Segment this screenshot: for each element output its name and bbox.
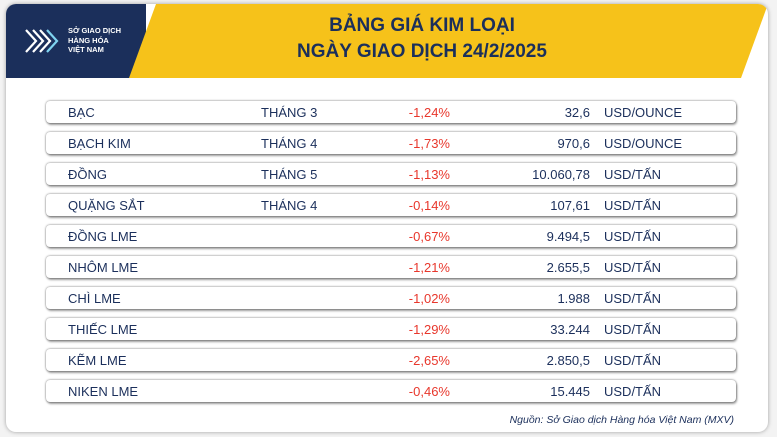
title-line-2: NGÀY GIAO DỊCH 24/2/2025 bbox=[297, 41, 547, 62]
price-unit: USD/TẤN bbox=[604, 229, 662, 244]
price-unit: USD/TẤN bbox=[604, 291, 662, 306]
price-board-panel: SỞ GIAO DỊCH HÀNG HÓA VIỆT NAM BẢNG GIÁ … bbox=[6, 4, 768, 432]
mxv-logo-icon bbox=[25, 29, 59, 53]
table-row: THIẾC LME -1,29% 33.244 USD/TẤN bbox=[46, 318, 736, 340]
org-name: SỞ GIAO DỊCH HÀNG HÓA VIỆT NAM bbox=[68, 26, 121, 55]
price-unit: USD/TẤN bbox=[604, 260, 662, 275]
mxv-logo: SỞ GIAO DỊCH HÀNG HÓA VIỆT NAM bbox=[22, 22, 140, 62]
metal-name: BẠC bbox=[68, 105, 95, 120]
page-title: BẢNG GIÁ KIM LOẠI NGÀY GIAO DỊCH 24/2/20… bbox=[6, 13, 768, 65]
metal-name: NIKEN LME bbox=[68, 384, 139, 399]
metal-name: ĐỒNG bbox=[68, 167, 107, 182]
price-value: 107,61 bbox=[550, 198, 590, 213]
price-change: -1,73% bbox=[408, 136, 450, 151]
price-value: 32,6 bbox=[564, 105, 590, 120]
price-change: -2,65% bbox=[408, 353, 450, 368]
price-change: -0,14% bbox=[408, 198, 450, 213]
org-name-line: VIỆT NAM bbox=[68, 45, 104, 54]
metal-name: CHÌ LME bbox=[68, 291, 121, 306]
contract-month: THÁNG 4 bbox=[261, 136, 318, 151]
org-name-line: SỞ GIAO DỊCH bbox=[68, 26, 122, 35]
table-row: KẼM LME -2,65% 2.850,5 USD/TẤN bbox=[46, 349, 736, 371]
metal-name: KẼM LME bbox=[68, 353, 127, 368]
table-row: ĐỒNG THÁNG 5 -1,13% 10.060,78 USD/TẤN bbox=[46, 163, 736, 185]
price-unit: USD/TẤN bbox=[604, 198, 662, 213]
contract-month: THÁNG 3 bbox=[261, 105, 318, 120]
price-change: -1,02% bbox=[408, 291, 450, 306]
table-row: BẠCH KIM THÁNG 4 -1,73% 970,6 USD/OUNCE bbox=[46, 132, 736, 154]
metal-name: THIẾC LME bbox=[68, 322, 138, 337]
price-table: BẠC THÁNG 3 -1,24% 32,6 USD/OUNCE BẠCH K… bbox=[46, 101, 736, 411]
price-value: 33.244 bbox=[550, 322, 590, 337]
metal-name: BẠCH KIM bbox=[68, 136, 131, 151]
table-row: ĐỒNG LME -0,67% 9.494,5 USD/TẤN bbox=[46, 225, 736, 247]
price-value: 15.445 bbox=[550, 384, 590, 399]
contract-month: THÁNG 5 bbox=[261, 167, 318, 182]
price-value: 10.060,78 bbox=[532, 167, 590, 182]
header-yellow-band bbox=[129, 4, 768, 78]
price-value: 9.494,5 bbox=[546, 229, 590, 244]
price-unit: USD/TẤN bbox=[604, 167, 662, 182]
title-line-1: BẢNG GIÁ KIM LOẠI bbox=[329, 15, 515, 36]
table-row: BẠC THÁNG 3 -1,24% 32,6 USD/OUNCE bbox=[46, 101, 736, 123]
price-unit: USD/TẤN bbox=[604, 322, 662, 337]
table-row: CHÌ LME -1,02% 1.988 USD/TẤN bbox=[46, 287, 736, 309]
price-unit: USD/TẤN bbox=[604, 384, 662, 399]
price-value: 2.655,5 bbox=[546, 260, 590, 275]
source-note: Nguồn: Sở Giao dịch Hàng hóa Việt Nam (M… bbox=[509, 414, 734, 426]
metal-name: NHÔM LME bbox=[68, 260, 139, 275]
contract-month: THÁNG 4 bbox=[261, 198, 318, 213]
metal-name: QUẶNG SẮT bbox=[68, 198, 145, 213]
metal-name: ĐỒNG LME bbox=[68, 229, 138, 244]
price-value: 1.988 bbox=[557, 291, 590, 306]
table-row: NIKEN LME -0,46% 15.445 USD/TẤN bbox=[46, 380, 736, 402]
price-unit: USD/OUNCE bbox=[604, 136, 683, 151]
org-name-line: HÀNG HÓA bbox=[68, 35, 109, 45]
price-change: -0,67% bbox=[408, 229, 450, 244]
table-row: QUẶNG SẮT THÁNG 4 -0,14% 107,61 USD/TẤN bbox=[46, 194, 736, 216]
price-change: -0,46% bbox=[408, 384, 450, 399]
price-unit: USD/OUNCE bbox=[604, 105, 683, 120]
price-change: -1,21% bbox=[408, 260, 450, 275]
price-value: 970,6 bbox=[557, 136, 590, 151]
table-row: NHÔM LME -1,21% 2.655,5 USD/TẤN bbox=[46, 256, 736, 278]
price-value: 2.850,5 bbox=[546, 353, 590, 368]
price-change: -1,24% bbox=[408, 105, 450, 120]
price-change: -1,13% bbox=[408, 167, 450, 182]
price-change: -1,29% bbox=[408, 322, 450, 337]
header-navy-band bbox=[6, 4, 146, 78]
price-unit: USD/TẤN bbox=[604, 353, 662, 368]
